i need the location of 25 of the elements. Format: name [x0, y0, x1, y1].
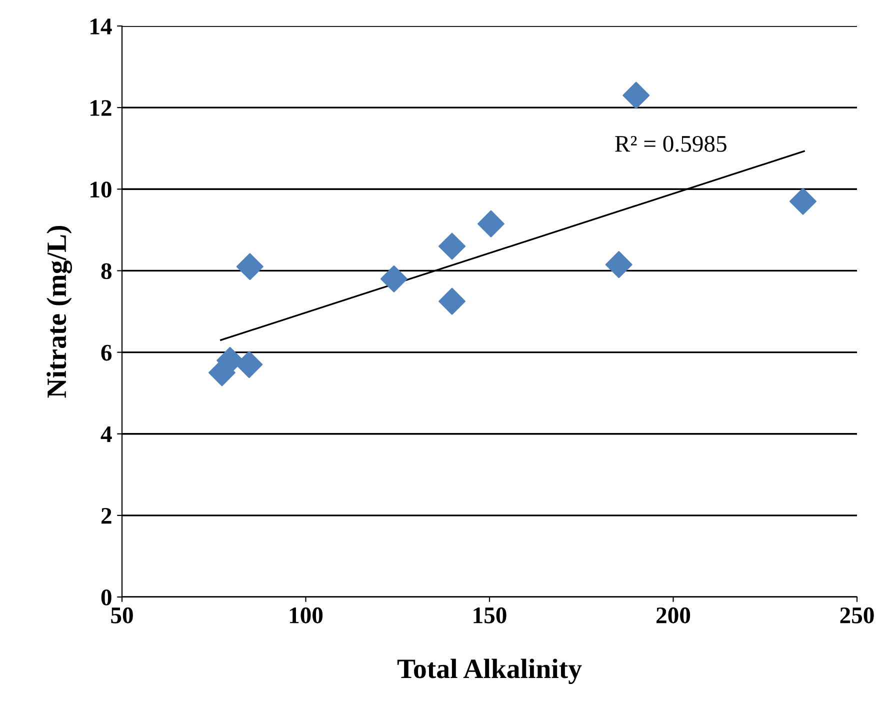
x-tick-label: 200 — [656, 607, 690, 624]
y-tick-label: 4 — [100, 426, 112, 442]
y-tick-label: 8 — [101, 263, 112, 280]
point — [438, 232, 466, 260]
x-tick-label: 250 — [840, 607, 874, 624]
y-tick-label: 12 — [90, 100, 112, 116]
point — [605, 251, 632, 278]
x-tick-label: 150 — [474, 607, 506, 624]
y-tick-label: 6 — [101, 344, 112, 361]
point — [236, 351, 263, 378]
x-tick-label: 50 — [111, 607, 133, 624]
y-axis-title: Nitrate (mg/L) — [46, 226, 72, 398]
y-tick-label: 0 — [101, 589, 112, 606]
point — [477, 210, 504, 238]
point — [438, 288, 466, 315]
point — [789, 188, 816, 215]
point — [380, 265, 408, 292]
point — [622, 82, 650, 109]
x-axis-title: Total Alkalinity — [397, 658, 582, 684]
annotation: R² = 0.5985 — [615, 136, 726, 152]
y-tick-label: 14 — [90, 18, 112, 34]
point — [236, 253, 264, 280]
y-tick-label: 2 — [101, 508, 112, 524]
y-tick-label: 10 — [90, 182, 112, 198]
x-tick-label: 100 — [290, 607, 323, 624]
